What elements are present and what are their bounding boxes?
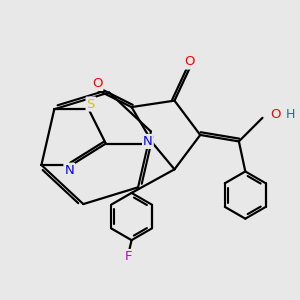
Text: N: N: [143, 135, 153, 148]
Text: O: O: [92, 77, 103, 90]
Text: O: O: [184, 56, 195, 68]
Text: F: F: [125, 250, 132, 263]
Text: N: N: [64, 164, 74, 177]
Text: O: O: [270, 108, 281, 121]
Text: S: S: [87, 98, 95, 111]
Text: H: H: [286, 108, 296, 121]
